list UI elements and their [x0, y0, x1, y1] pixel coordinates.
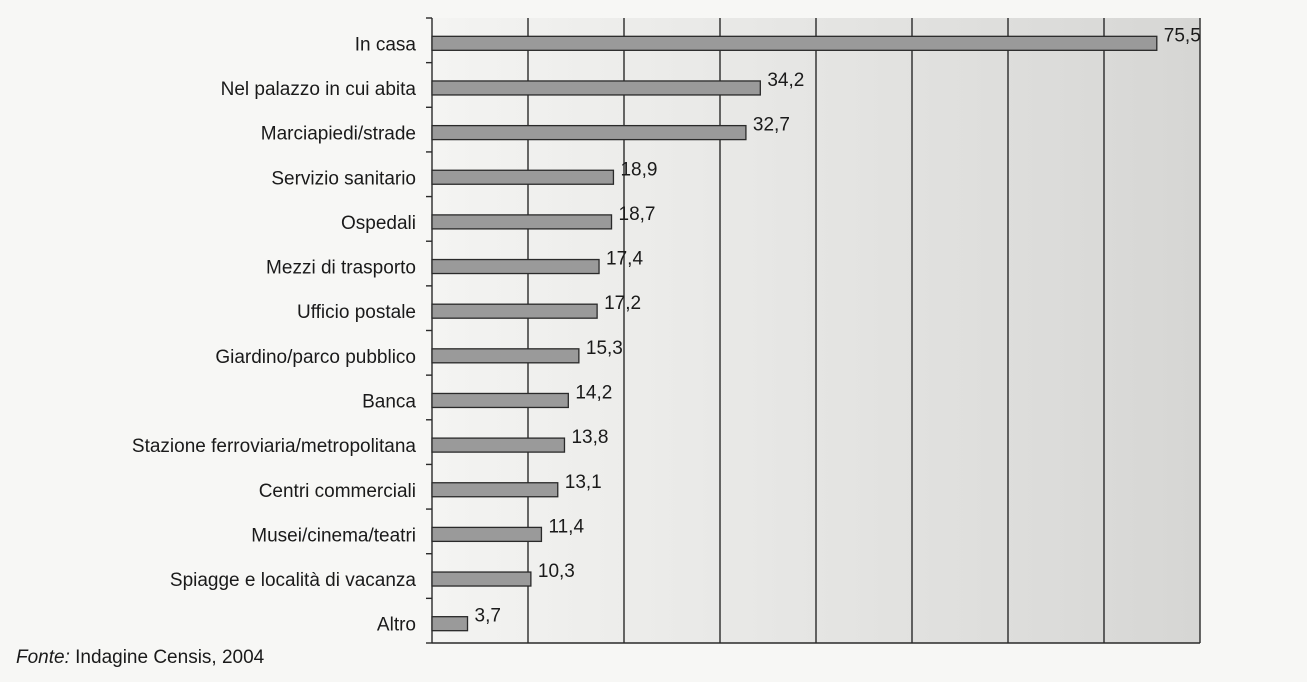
category-label: Altro	[377, 615, 416, 636]
bar	[431, 571, 532, 587]
category-label: Nel palazzo in cui abita	[221, 79, 417, 100]
data-label: 10,3	[538, 561, 575, 582]
bar	[431, 482, 559, 498]
source-note: Fonte: Indagine Censis, 2004	[16, 647, 264, 669]
data-label: 13,1	[565, 472, 602, 493]
category-label: In casa	[355, 34, 417, 55]
bar	[431, 80, 761, 96]
bar	[431, 35, 1158, 51]
data-label: 18,7	[619, 204, 656, 225]
data-label: 18,9	[620, 159, 657, 180]
category-label: Giardino/parco pubblico	[215, 347, 416, 368]
data-label: 13,8	[571, 427, 608, 448]
category-label: Centri commerciali	[259, 481, 416, 502]
category-label: Ufficio postale	[297, 302, 416, 323]
data-label: 75,5	[1164, 25, 1201, 46]
source-text: Indagine Censis, 2004	[69, 647, 265, 668]
source-label: Fonte:	[16, 647, 70, 668]
bar	[431, 258, 600, 275]
category-label: Spiagge e località di vacanza	[170, 570, 417, 591]
bar	[431, 348, 580, 364]
data-label: 15,3	[586, 338, 623, 359]
bar	[431, 392, 569, 409]
category-label: Marciapiedi/strade	[261, 124, 416, 145]
category-label: Stazione ferroviaria/metropolitana	[132, 436, 417, 457]
bar	[431, 437, 566, 453]
data-label: 3,7	[475, 606, 501, 627]
category-label: Ospedali	[341, 213, 416, 234]
bar	[431, 303, 598, 319]
data-label: 32,7	[753, 115, 790, 136]
category-label: Mezzi di trasporto	[266, 258, 416, 279]
data-label: 34,2	[767, 70, 804, 91]
category-label: Servizio sanitario	[271, 168, 416, 189]
category-label: Musei/cinema/teatri	[251, 525, 416, 546]
bar	[431, 214, 613, 230]
category-label: Banca	[362, 391, 416, 412]
bar	[431, 616, 469, 632]
data-label: 17,2	[604, 293, 641, 314]
data-label: 11,4	[548, 516, 584, 537]
data-label: 17,4	[606, 249, 643, 270]
bar	[431, 169, 615, 185]
bar	[431, 526, 543, 543]
bar	[431, 124, 747, 141]
data-label: 14,2	[575, 382, 612, 403]
